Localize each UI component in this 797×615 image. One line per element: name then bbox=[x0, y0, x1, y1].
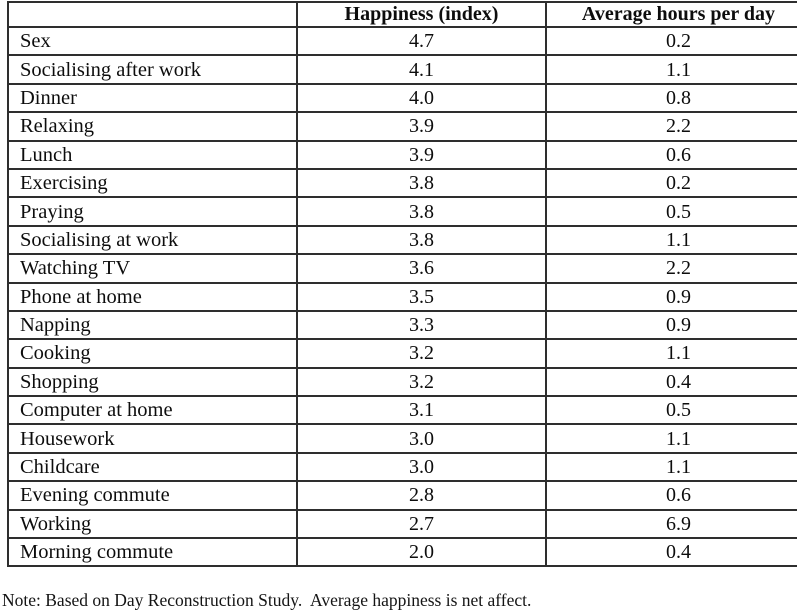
table-row: Socialising at work 3.8 1.1 bbox=[7, 224, 797, 256]
hours-cell: 0.2 bbox=[545, 25, 797, 57]
table-row: Housework 3.0 1.1 bbox=[7, 423, 797, 454]
happiness-cell: 3.8 bbox=[296, 167, 547, 199]
hours-cell: 0.5 bbox=[545, 395, 797, 426]
activity-cell: Lunch bbox=[7, 139, 298, 170]
activity-cell: Exercising bbox=[7, 167, 298, 199]
activity-cell: Praying bbox=[7, 196, 298, 227]
activity-cell: Morning commute bbox=[7, 537, 298, 568]
table-row: Lunch 3.9 0.6 bbox=[7, 139, 797, 170]
happiness-cell: 3.8 bbox=[296, 224, 547, 256]
happiness-cell: 3.3 bbox=[296, 309, 547, 341]
activity-cell: Shopping bbox=[7, 366, 298, 398]
table-row: Morning commute 2.0 0.4 bbox=[7, 537, 797, 568]
happiness-by-activity-table: Happiness (index) Average hours per day … bbox=[7, 1, 797, 568]
hours-cell: 0.9 bbox=[545, 309, 797, 341]
column-header-average-hours-per-day: Average hours per day bbox=[545, 1, 797, 28]
table-row: Napping 3.3 0.9 bbox=[7, 309, 797, 341]
happiness-cell: 4.0 bbox=[296, 82, 547, 114]
happiness-by-activity-table-container: Happiness (index) Average hours per day … bbox=[7, 1, 797, 568]
activity-cell: Relaxing bbox=[7, 111, 298, 142]
table-row: Computer at home 3.1 0.5 bbox=[7, 395, 797, 426]
table-header: Happiness (index) Average hours per day bbox=[7, 1, 797, 28]
happiness-cell: 4.1 bbox=[296, 54, 547, 85]
hours-cell: 6.9 bbox=[545, 508, 797, 540]
table-footnote: Note: Based on Day Reconstruction Study.… bbox=[2, 590, 532, 610]
activity-cell: Sex bbox=[7, 25, 298, 57]
activity-cell: Dinner bbox=[7, 82, 298, 114]
activity-cell: Socialising at work bbox=[7, 224, 298, 256]
activity-cell: Childcare bbox=[7, 451, 298, 483]
activity-cell: Housework bbox=[7, 423, 298, 454]
column-header-happiness-index: Happiness (index) bbox=[296, 1, 547, 28]
happiness-cell: 3.2 bbox=[296, 366, 547, 398]
happiness-cell: 2.0 bbox=[296, 537, 547, 568]
happiness-cell: 3.5 bbox=[296, 281, 547, 312]
activity-cell: Cooking bbox=[7, 338, 298, 369]
table-row: Watching TV 3.6 2.2 bbox=[7, 253, 797, 284]
hours-cell: 2.2 bbox=[545, 111, 797, 142]
table-row: Shopping 3.2 0.4 bbox=[7, 366, 797, 398]
happiness-cell: 3.9 bbox=[296, 139, 547, 170]
happiness-cell: 4.7 bbox=[296, 25, 547, 57]
activity-cell: Working bbox=[7, 508, 298, 540]
header-row: Happiness (index) Average hours per day bbox=[7, 1, 797, 28]
table-row: Childcare 3.0 1.1 bbox=[7, 451, 797, 483]
table-row: Sex 4.7 0.2 bbox=[7, 25, 797, 57]
table-body: Sex 4.7 0.2 Socialising after work 4.1 1… bbox=[7, 25, 797, 568]
activity-cell: Socialising after work bbox=[7, 54, 298, 85]
column-header-activity bbox=[7, 1, 298, 28]
hours-cell: 1.1 bbox=[545, 451, 797, 483]
activity-cell: Computer at home bbox=[7, 395, 298, 426]
activity-cell: Napping bbox=[7, 309, 298, 341]
table-row: Socialising after work 4.1 1.1 bbox=[7, 54, 797, 85]
table-row: Praying 3.8 0.5 bbox=[7, 196, 797, 227]
hours-cell: 1.1 bbox=[545, 423, 797, 454]
table-row: Phone at home 3.5 0.9 bbox=[7, 281, 797, 312]
happiness-cell: 3.9 bbox=[296, 111, 547, 142]
hours-cell: 0.9 bbox=[545, 281, 797, 312]
hours-cell: 0.2 bbox=[545, 167, 797, 199]
table-row: Relaxing 3.9 2.2 bbox=[7, 111, 797, 142]
hours-cell: 0.5 bbox=[545, 196, 797, 227]
hours-cell: 1.1 bbox=[545, 224, 797, 256]
hours-cell: 0.6 bbox=[545, 480, 797, 511]
table-row: Working 2.7 6.9 bbox=[7, 508, 797, 540]
happiness-cell: 3.0 bbox=[296, 423, 547, 454]
table-row: Exercising 3.8 0.2 bbox=[7, 167, 797, 199]
activity-cell: Watching TV bbox=[7, 253, 298, 284]
hours-cell: 0.6 bbox=[545, 139, 797, 170]
hours-cell: 1.1 bbox=[545, 338, 797, 369]
hours-cell: 0.4 bbox=[545, 537, 797, 568]
happiness-cell: 3.8 bbox=[296, 196, 547, 227]
hours-cell: 2.2 bbox=[545, 253, 797, 284]
happiness-cell: 3.1 bbox=[296, 395, 547, 426]
happiness-cell: 3.2 bbox=[296, 338, 547, 369]
table-row: Dinner 4.0 0.8 bbox=[7, 82, 797, 114]
activity-cell: Phone at home bbox=[7, 281, 298, 312]
hours-cell: 0.4 bbox=[545, 366, 797, 398]
happiness-cell: 3.0 bbox=[296, 451, 547, 483]
hours-cell: 0.8 bbox=[545, 82, 797, 114]
happiness-cell: 2.7 bbox=[296, 508, 547, 540]
happiness-cell: 3.6 bbox=[296, 253, 547, 284]
happiness-cell: 2.8 bbox=[296, 480, 547, 511]
activity-cell: Evening commute bbox=[7, 480, 298, 511]
hours-cell: 1.1 bbox=[545, 54, 797, 85]
table-row: Evening commute 2.8 0.6 bbox=[7, 480, 797, 511]
table-row: Cooking 3.2 1.1 bbox=[7, 338, 797, 369]
